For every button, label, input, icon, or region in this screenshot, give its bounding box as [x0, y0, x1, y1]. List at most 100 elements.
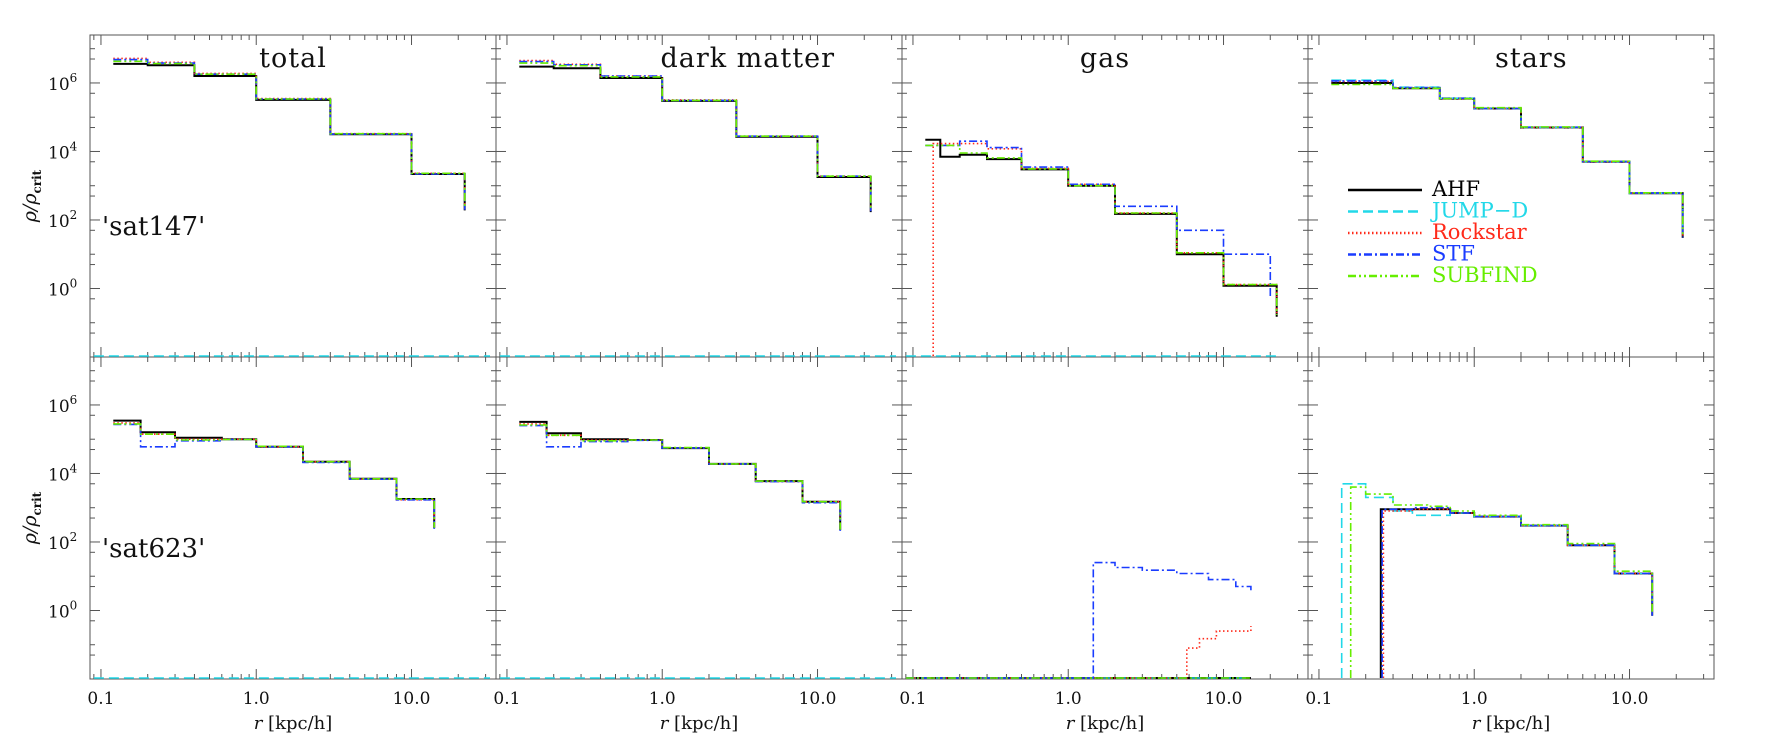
- y-tick-label: 104: [48, 139, 78, 163]
- panel-series-r0-c2: [905, 138, 1278, 357]
- series-line-stf: [905, 561, 1252, 679]
- x-tick-label: 1.0: [1461, 689, 1488, 709]
- y-tick-base: 10: [48, 465, 70, 485]
- panel-r1-c1: [495, 356, 903, 680]
- x-tick-label: 0.1: [1305, 689, 1332, 709]
- series-line-rockstar: [113, 422, 435, 529]
- y-tick-exponent: 0: [70, 276, 78, 290]
- panel-frame: [901, 34, 1309, 358]
- panel-frame: [1307, 356, 1715, 680]
- series-line-stf: [113, 423, 435, 529]
- panel-r0-c0: [89, 34, 497, 358]
- column-title: stars: [1495, 43, 1568, 74]
- x-axis-label: r [kpc/h]: [660, 713, 739, 734]
- panel-r0-c2: [901, 34, 1309, 358]
- series-line-ahf: [1379, 508, 1654, 678]
- column-title: total: [259, 43, 327, 74]
- y-tick-base: 10: [48, 212, 70, 232]
- x-tick-label: 0.1: [87, 689, 114, 709]
- x-axis-label-units: [kpc/h]: [262, 713, 332, 734]
- legend-label: Rockstar: [1432, 220, 1528, 244]
- panel-series-r1-c0: [93, 419, 490, 679]
- y-tick-label: 106: [48, 71, 77, 95]
- x-axis-label: r [kpc/h]: [1066, 713, 1145, 734]
- panel-r1-c3: [1307, 356, 1715, 680]
- y-tick-exponent: 6: [70, 393, 78, 407]
- y-tick-label: 104: [48, 461, 78, 485]
- y-tick-exponent: 2: [70, 530, 78, 544]
- panel-series-r0-c3: [1331, 79, 1684, 238]
- x-axis-label-units: [kpc/h]: [668, 713, 738, 734]
- series-line-rockstar: [932, 142, 1278, 356]
- series-line-rockstar: [1382, 508, 1653, 678]
- series-line-subfind: [925, 144, 1278, 315]
- panel-series-r1-c3: [1340, 483, 1654, 678]
- row-label: 'sat623': [102, 534, 205, 564]
- x-axis-label: r [kpc/h]: [254, 713, 333, 734]
- row-label: 'sat147': [102, 212, 205, 242]
- x-tick-label: 10.0: [799, 689, 837, 709]
- y-tick-label: 102: [48, 530, 77, 554]
- series-line-subfind: [113, 423, 435, 528]
- series-line-subfind: [519, 62, 872, 211]
- x-axis-label-var: r: [660, 713, 670, 734]
- y-tick-base: 10: [48, 280, 70, 300]
- y-tick-exponent: 4: [70, 139, 78, 153]
- y-axis-label: ρ/ρcrit: [19, 169, 44, 223]
- legend-label: STF: [1432, 242, 1475, 266]
- y-axis-label-sub: crit: [30, 169, 44, 193]
- y-axis-label-main: ρ/ρ: [19, 515, 41, 546]
- x-tick-label: 1.0: [243, 689, 270, 709]
- legend-label: AHF: [1431, 177, 1480, 201]
- series-line-ahf: [925, 138, 1278, 317]
- x-axis-label-var: r: [254, 713, 264, 734]
- y-tick-base: 10: [48, 602, 70, 622]
- x-tick-label: 0.1: [493, 689, 520, 709]
- y-tick-label: 106: [48, 393, 77, 417]
- series-line-subfind: [113, 60, 466, 209]
- legend-label: JUMP−D: [1430, 199, 1528, 223]
- column-title: gas: [1080, 43, 1130, 74]
- x-axis-label-var: r: [1066, 713, 1076, 734]
- y-tick-exponent: 0: [70, 598, 78, 612]
- y-tick-base: 10: [48, 397, 70, 417]
- x-tick-label: 0.1: [899, 689, 926, 709]
- x-axis-label-var: r: [1472, 713, 1482, 734]
- x-tick-label: 1.0: [649, 689, 676, 709]
- panel-series-r1-c1: [499, 420, 896, 679]
- y-axis-label-sub: crit: [30, 491, 44, 515]
- series-line-subfind: [1331, 83, 1684, 237]
- y-tick-label: 102: [48, 208, 77, 232]
- series-line-ahf: [519, 420, 842, 531]
- x-tick-label: 10.0: [393, 689, 431, 709]
- series-line-rockstar: [905, 626, 1252, 679]
- y-tick-label: 100: [48, 276, 77, 300]
- x-axis-label-units: [kpc/h]: [1074, 713, 1144, 734]
- legend-label: SUBFIND: [1432, 263, 1538, 287]
- series-line-stf: [519, 60, 872, 212]
- panel-frame: [495, 34, 903, 358]
- y-axis-label: ρ/ρcrit: [19, 491, 44, 545]
- y-tick-exponent: 4: [70, 461, 78, 475]
- series-line-rockstar: [519, 423, 841, 531]
- x-tick-label: 10.0: [1611, 689, 1649, 709]
- y-axis-label-main: ρ/ρ: [19, 193, 41, 224]
- y-tick-label: 100: [48, 598, 77, 622]
- panel-series-r0-c0: [93, 57, 490, 357]
- y-tick-base: 10: [48, 534, 70, 554]
- series-line-subfind: [519, 424, 841, 530]
- series-line-subfind: [1349, 486, 1653, 678]
- y-tick-exponent: 6: [70, 71, 78, 85]
- panel-series-r1-c2: [905, 561, 1252, 679]
- series-line-stf: [925, 140, 1272, 297]
- x-tick-label: 10.0: [1205, 689, 1243, 709]
- x-axis-label-units: [kpc/h]: [1480, 713, 1550, 734]
- series-line-stf: [1381, 506, 1653, 678]
- series-line-stf: [1331, 80, 1684, 238]
- panel-frame: [89, 34, 497, 358]
- column-title: dark matter: [660, 43, 835, 74]
- y-tick-exponent: 2: [70, 208, 78, 222]
- panel-r0-c1: [495, 34, 903, 358]
